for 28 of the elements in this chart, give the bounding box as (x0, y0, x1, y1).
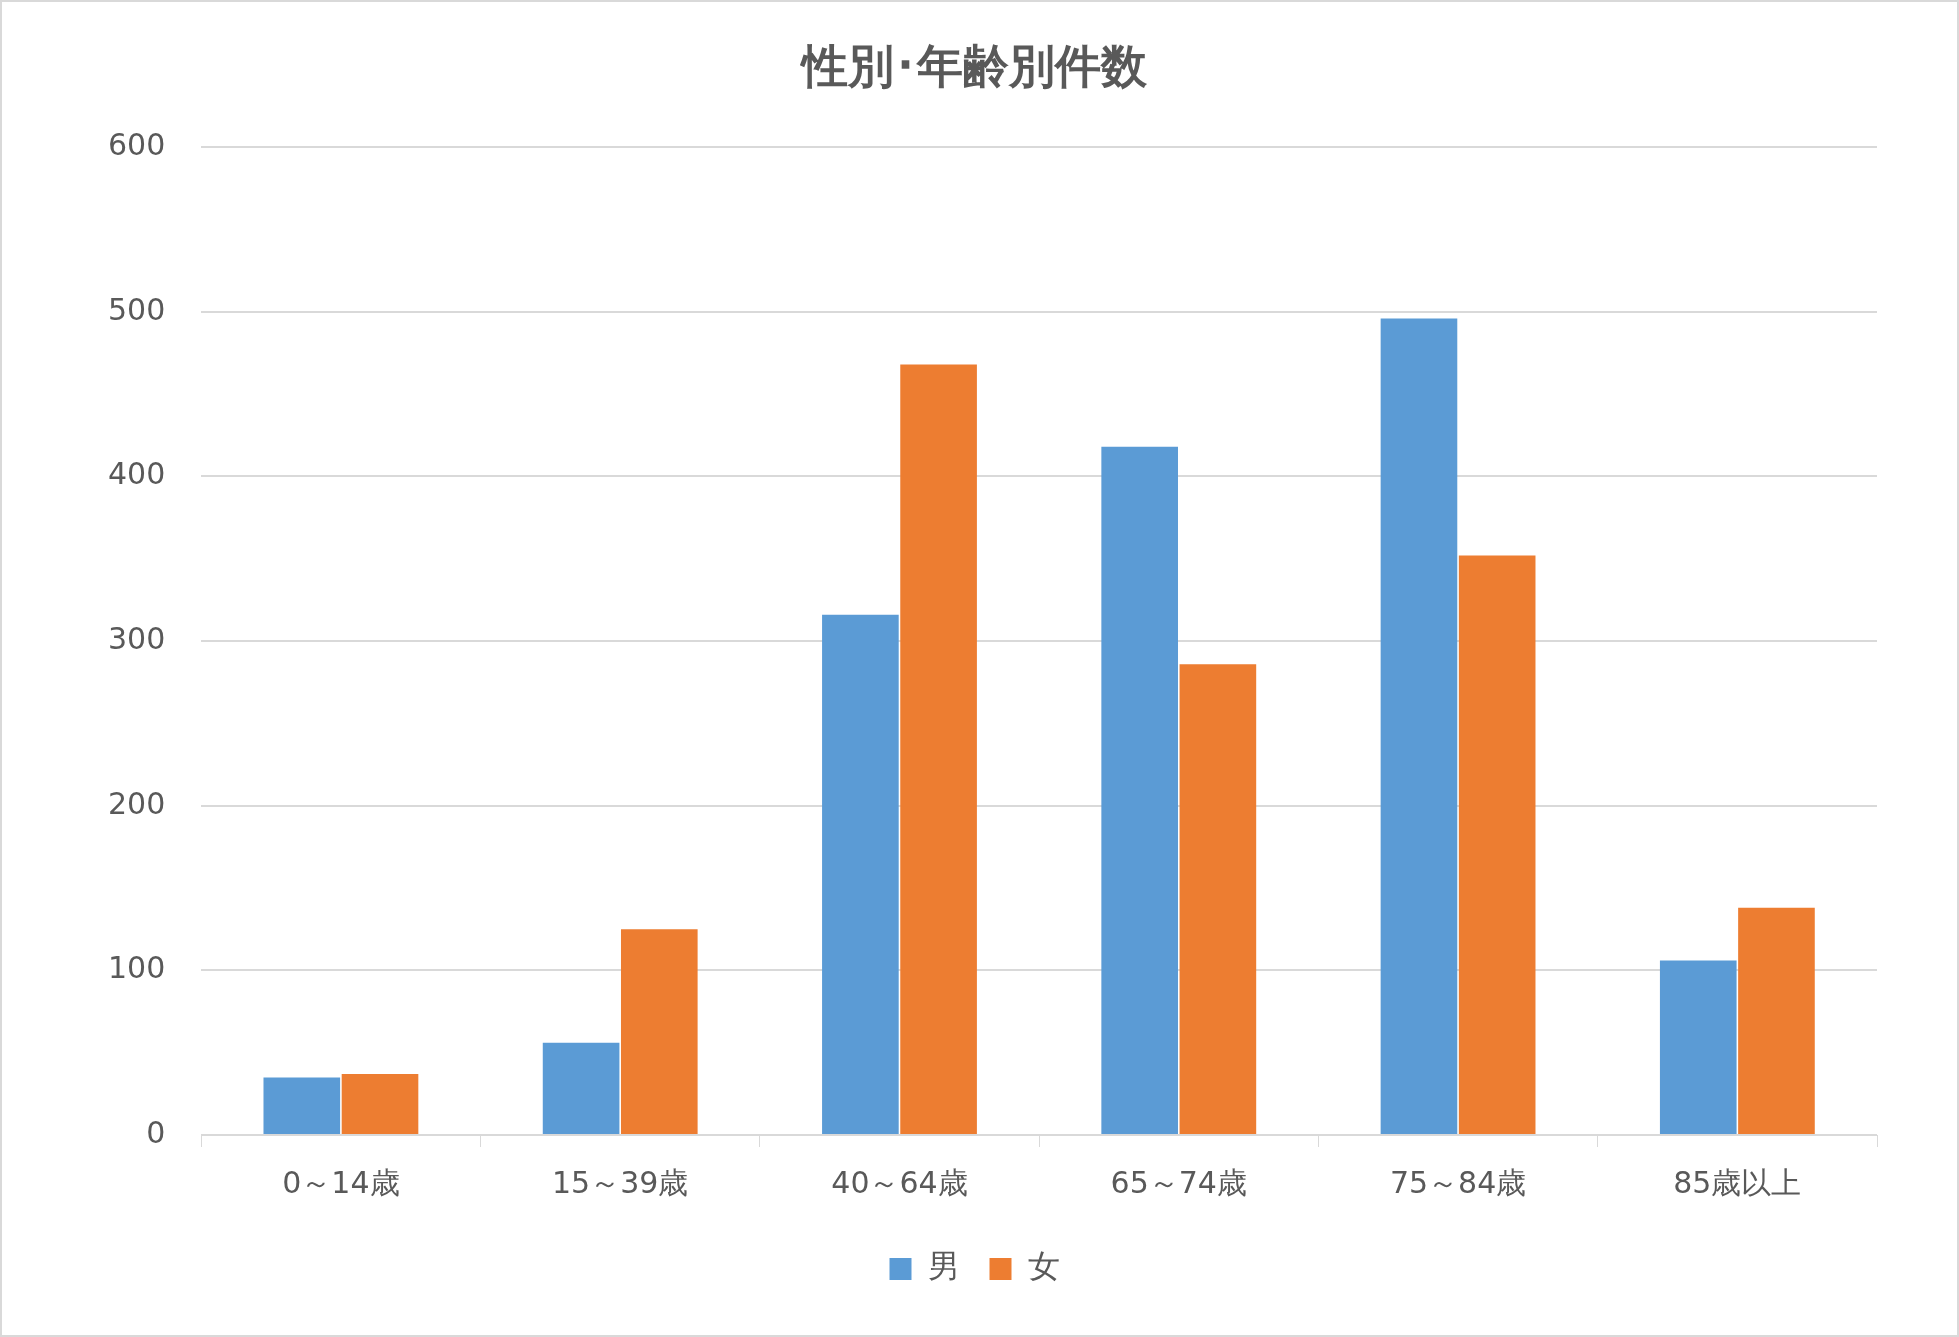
x-tick-label: 0～14歳 (282, 1164, 400, 1200)
bar (263, 1077, 341, 1134)
bar (1458, 555, 1536, 1134)
bar (1659, 960, 1737, 1134)
bar (1179, 664, 1257, 1134)
x-tick-label: 85歳以上 (1673, 1164, 1802, 1200)
x-tick-label: 40～64歳 (831, 1164, 968, 1200)
bar (900, 364, 977, 1134)
x-tick-label: 65～74歳 (1110, 1164, 1247, 1200)
chart-title: 性別･年齢別件数 (799, 38, 1148, 93)
x-tick-label: 15～39歳 (552, 1164, 689, 1200)
y-tick-label: 100 (108, 950, 166, 986)
y-tick-label: 500 (108, 291, 166, 327)
legend-label: 女 (1027, 1247, 1060, 1286)
bar (1738, 907, 1815, 1134)
y-tick-label: 600 (108, 127, 166, 162)
bar (822, 614, 899, 1134)
bar (542, 1042, 620, 1134)
bar (1380, 318, 1458, 1134)
y-tick-label: 200 (108, 785, 166, 821)
y-tick-label: 400 (108, 456, 166, 492)
bar (1101, 446, 1178, 1134)
legend-label: 男 (927, 1247, 960, 1286)
bar (620, 929, 698, 1134)
y-tick-label: 0 (146, 1114, 166, 1150)
x-tick-label: 75～84歳 (1389, 1164, 1527, 1200)
y-tick-label: 300 (108, 620, 166, 656)
bar (341, 1074, 419, 1134)
